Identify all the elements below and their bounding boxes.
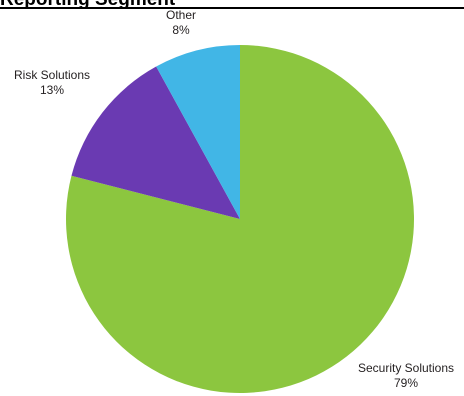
slice-value-risk-solutions: 13% xyxy=(40,83,64,97)
title-rule xyxy=(0,7,464,9)
slice-label-risk-solutions: Risk Solutions xyxy=(14,68,90,82)
slice-security-solutions xyxy=(66,45,415,393)
slice-other xyxy=(156,45,240,219)
pie-slices xyxy=(66,45,415,393)
slice-label-other: Other xyxy=(166,8,196,22)
chart-title: Reporting Segment xyxy=(0,0,175,11)
slice-label-security-solutions: Security Solutions xyxy=(358,361,454,375)
slice-value-security-solutions: 79% xyxy=(394,376,418,390)
slice-value-other: 8% xyxy=(172,23,190,37)
slice-risk-solutions xyxy=(71,66,240,220)
